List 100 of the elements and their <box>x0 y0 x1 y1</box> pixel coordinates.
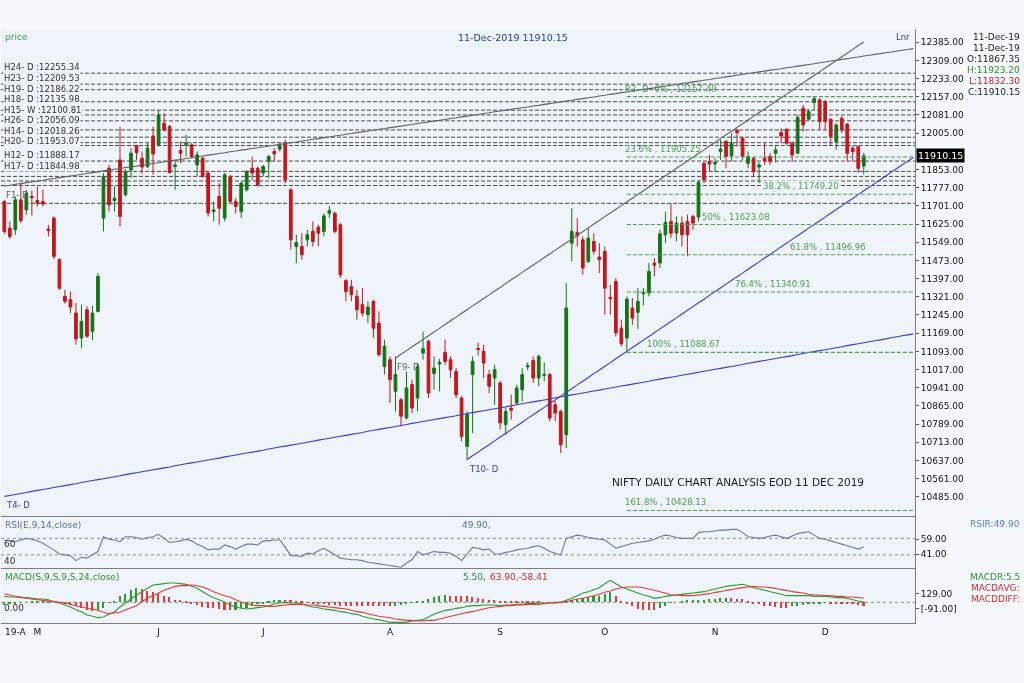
candlestick <box>24 189 29 216</box>
bar <box>460 596 462 602</box>
bar <box>642 602 644 610</box>
x-tick-label: M <box>33 626 42 637</box>
bar <box>97 602 99 610</box>
candlestick <box>283 139 288 184</box>
ref-line-label: H23- D :12209.53 <box>4 73 80 83</box>
bar <box>367 602 369 606</box>
bar <box>648 602 650 610</box>
y-tick-label: 11853.00 <box>920 164 965 175</box>
bar <box>592 596 595 602</box>
bar <box>438 596 440 602</box>
bar <box>378 602 380 606</box>
candlestick <box>101 172 106 232</box>
candlestick <box>426 339 431 399</box>
series-label: 50% , 11623.08 <box>702 212 770 222</box>
candlestick <box>178 140 183 164</box>
ref-line-label: H19- D :12186.22 <box>4 84 80 94</box>
bar <box>102 602 104 608</box>
candlestick <box>454 367 458 399</box>
series-label: T10- D <box>469 464 499 474</box>
ref-line-label: H18- D :12135.98 <box>4 94 80 104</box>
text: H:11923.20 <box>967 65 1021 75</box>
candlestick <box>299 232 304 261</box>
bar <box>796 602 798 606</box>
candlestick <box>696 179 701 222</box>
candlestick <box>13 196 18 236</box>
candlestick <box>564 282 569 449</box>
bar <box>328 602 330 605</box>
candlestick <box>531 355 536 384</box>
candlestick <box>7 220 12 240</box>
bar <box>201 602 203 607</box>
ref-line-label: H17- D :11844.98 <box>4 161 80 171</box>
bar <box>394 602 396 606</box>
line-series <box>3 528 865 568</box>
x-tick-label: A <box>386 626 394 637</box>
annotation: NIFTY DAILY CHART ANALYSIS EOD 11 DEC 2019 <box>612 476 865 488</box>
y-tick-label: 12385.00 <box>920 37 965 48</box>
candlestick <box>476 342 480 357</box>
candlestick <box>277 142 282 153</box>
candlestick <box>757 162 761 184</box>
series-label: T4- D <box>6 500 31 510</box>
series-label: 100% , 11088.67 <box>647 339 720 349</box>
candlestick <box>399 397 403 427</box>
candlestick <box>18 182 23 224</box>
y-tick-label: 11017.00 <box>920 364 965 375</box>
bar <box>631 602 633 606</box>
candlestick <box>492 364 497 406</box>
text: 11-Dec-19 <box>973 32 1021 42</box>
bar <box>609 592 611 602</box>
series-label: 23.6% , 11905.25 <box>625 144 701 154</box>
series-label: 61.8% , 11496.96 <box>790 242 866 252</box>
candlestick <box>801 104 806 133</box>
candlestick <box>636 287 640 330</box>
candlestick <box>729 132 734 163</box>
candlestick <box>459 395 464 442</box>
candlestick <box>366 300 370 324</box>
y-tick-label: 10637.00 <box>920 455 965 466</box>
candlestick <box>509 394 514 421</box>
text: 11910.15 <box>918 150 964 161</box>
ref-line-label: 40 <box>4 556 16 566</box>
candlestick <box>740 135 745 161</box>
candlestick <box>90 305 95 341</box>
x-tick-label: S <box>497 626 504 637</box>
y-tick-label: 12309.00 <box>920 55 965 66</box>
y-tick-label: 10789.00 <box>920 419 965 430</box>
candlestick <box>129 147 133 179</box>
candlestick <box>779 127 783 144</box>
bar <box>482 599 484 602</box>
x-tick-label: O <box>601 626 609 637</box>
candlestick <box>569 207 574 262</box>
candlestick <box>134 144 139 161</box>
candlestick <box>834 122 839 151</box>
bar <box>477 598 479 602</box>
candlestick <box>443 339 447 366</box>
candlestick <box>272 147 277 163</box>
y-tick-label: 11549.00 <box>920 237 965 248</box>
ref-line-label: H15- W :12100.81 <box>4 105 82 115</box>
ref-line-label: 60 <box>4 539 16 549</box>
text: MACDDIFF: <box>971 594 1021 604</box>
candlestick <box>156 109 161 147</box>
x-tick-label: 19-A <box>4 626 27 637</box>
candlestick <box>266 154 271 179</box>
candlestick <box>52 215 56 260</box>
ref-line-label: H12- D :11888.17 <box>4 150 80 160</box>
candlestick <box>812 95 817 111</box>
bar <box>714 599 716 602</box>
x-tick-label: N <box>711 626 719 637</box>
y-tick-label: 11321.00 <box>920 291 965 302</box>
y-tick-label: 11245.00 <box>920 310 965 321</box>
candlestick <box>46 224 51 237</box>
candlestick <box>74 302 78 346</box>
y-tick-label: 41.00 <box>920 549 947 560</box>
candlestick <box>558 409 563 454</box>
bar <box>763 602 765 606</box>
candlestick <box>145 142 150 169</box>
bar <box>862 602 865 606</box>
candlestick <box>217 182 222 226</box>
candlestick <box>647 262 651 297</box>
y-tick-label: 11777.00 <box>920 182 965 193</box>
